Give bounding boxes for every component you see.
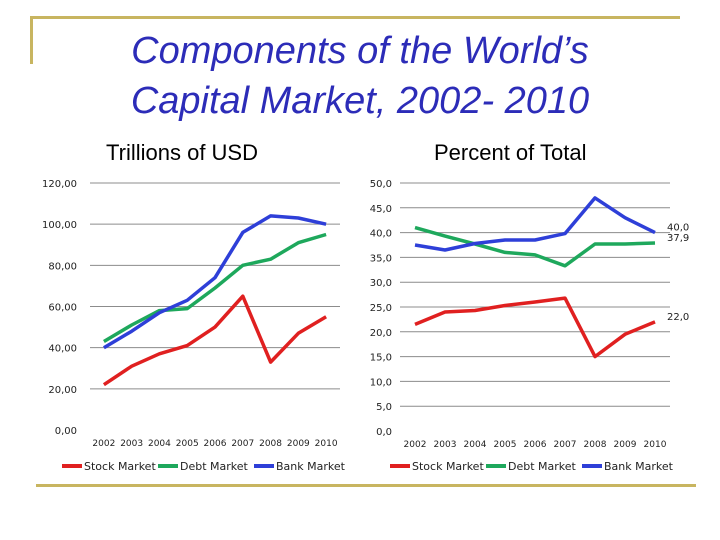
y-tick-label: 80,00 <box>48 261 77 272</box>
x-tick-label: 2003 <box>434 440 457 450</box>
series-line-bank-market <box>414 196 656 252</box>
legend-label: Debt Market <box>508 460 577 473</box>
x-tick-label: 2005 <box>176 439 199 449</box>
y-tick-label: 35,0 <box>370 253 392 264</box>
x-tick-label: 2009 <box>287 439 310 449</box>
x-tick-label: 2005 <box>494 440 517 450</box>
x-tick-label: 2003 <box>120 439 143 449</box>
frame-bottom-rule <box>36 484 696 487</box>
legend-label: Stock Market <box>84 460 156 473</box>
right-chart: 0,0 5,0 10,0 15,0 20,0 25,0 30,0 35,0 40,0 45,0 50… <box>370 179 690 473</box>
y-tick-label: 0,0 <box>376 427 392 438</box>
series-line-debt-market <box>414 225 656 268</box>
slide-title: Components of the World’s Capital Market… <box>40 26 680 126</box>
x-tick-label: 2002 <box>92 439 115 449</box>
series-line-debt-market <box>103 232 327 344</box>
y-tick-label: 30,0 <box>370 278 392 289</box>
y-tick-label: 25,0 <box>370 303 392 314</box>
x-tick-label: 2009 <box>614 440 637 450</box>
y-tick-label: 40,00 <box>48 344 77 355</box>
frame-top-rule <box>30 16 680 19</box>
x-tick-label: 2006 <box>204 439 227 449</box>
y-tick-label: 15,0 <box>370 353 392 364</box>
x-tick-label: 2010 <box>315 439 338 449</box>
x-tick-label: 2007 <box>554 440 577 450</box>
legend-label: Debt Market <box>180 460 249 473</box>
legend-label: Stock Market <box>412 460 484 473</box>
series-line-bank-market <box>103 214 327 350</box>
legend-label: Bank Market <box>604 460 674 473</box>
x-tick-label: 2002 <box>404 440 427 450</box>
x-tick-label: 2008 <box>584 440 607 450</box>
slide-title-line-1: Components of the World’s <box>131 30 589 72</box>
y-tick-label: 5,0 <box>376 402 392 413</box>
x-tick-label: 2008 <box>259 439 282 449</box>
y-tick-label: 120,00 <box>42 179 77 190</box>
y-tick-label: 10,0 <box>370 377 392 388</box>
x-tick-label: 2006 <box>524 440 547 450</box>
series-line-stock-market <box>102 294 327 387</box>
right-chart-subtitle: Percent of Total <box>434 140 587 165</box>
y-tick-label: 0,00 <box>55 426 77 437</box>
y-tick-label: 20,0 <box>370 328 392 339</box>
y-tick-label: 45,0 <box>370 204 392 215</box>
y-tick-label: 40,0 <box>370 229 392 240</box>
data-label: 22,0 <box>667 312 689 323</box>
left-chart-subtitle: Trillions of USD <box>106 140 258 165</box>
frame-left-rule <box>30 16 33 64</box>
x-tick-label: 2010 <box>644 440 667 450</box>
y-tick-label: 60,00 <box>48 303 77 314</box>
x-tick-label: 2004 <box>148 439 171 449</box>
y-tick-label: 50,0 <box>370 179 392 190</box>
legend-label: Bank Market <box>276 460 346 473</box>
left-chart: 0,00 20,00 40,00 60,00 80,00 100,00 120,00 2002… <box>42 179 346 473</box>
data-label: 37,9 <box>667 233 689 244</box>
y-tick-label: 20,00 <box>48 385 77 396</box>
slide-title-line-2: Capital Market, 2002- 2010 <box>130 80 590 122</box>
x-tick-label: 2007 <box>231 439 254 449</box>
data-label: 40,0 <box>667 223 689 234</box>
x-tick-label: 2004 <box>464 440 487 450</box>
series-line-stock-market <box>414 296 656 359</box>
y-tick-label: 100,00 <box>42 220 77 231</box>
